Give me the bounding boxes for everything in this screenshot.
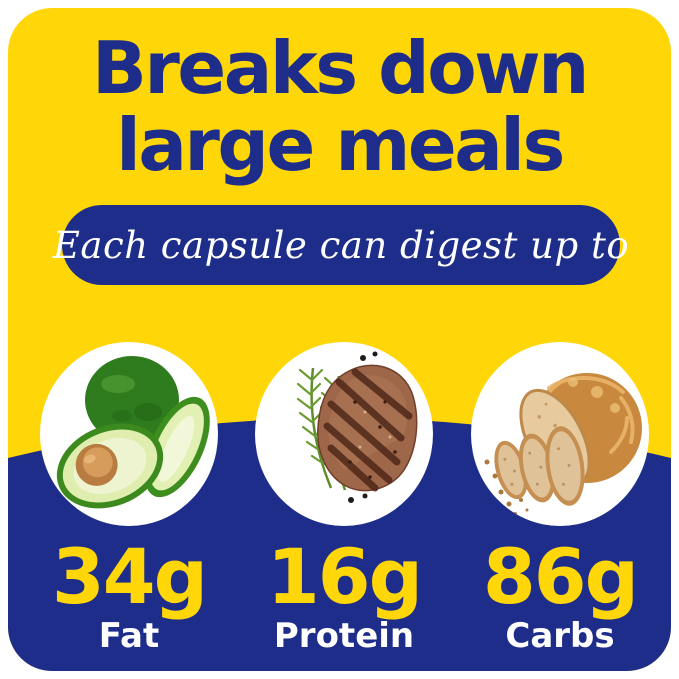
stat-label-carbs: Carbs [505,616,615,656]
headline-line2: large meals [116,103,565,187]
subheading-text: Each capsule can digest up to [52,223,630,267]
stat-label-fat: Fat [98,616,160,656]
headline: Breaks down large meals [8,30,671,184]
subheading-pill: Each capsule can digest up to [53,205,629,285]
steak-icon [296,351,418,503]
stat-fat: 34g Fat [19,532,239,656]
bread-icon [477,373,642,517]
stat-label-protein: Protein [273,616,415,656]
food-circle-protein [255,342,433,526]
stat-protein: 16g Protein [234,532,454,656]
stat-value-protein: 16g [266,532,423,621]
headline-line1: Breaks down [92,26,589,110]
stat-carbs: 86g Carbs [450,532,670,656]
food-circle-carbs [471,342,649,526]
stat-value-fat: 34g [51,532,208,621]
stat-value-carbs: 86g [482,532,639,621]
infographic-card: Breaks down large meals Each capsule can… [8,8,671,671]
food-circle-fat [40,342,218,526]
avocado-icon [56,356,210,509]
